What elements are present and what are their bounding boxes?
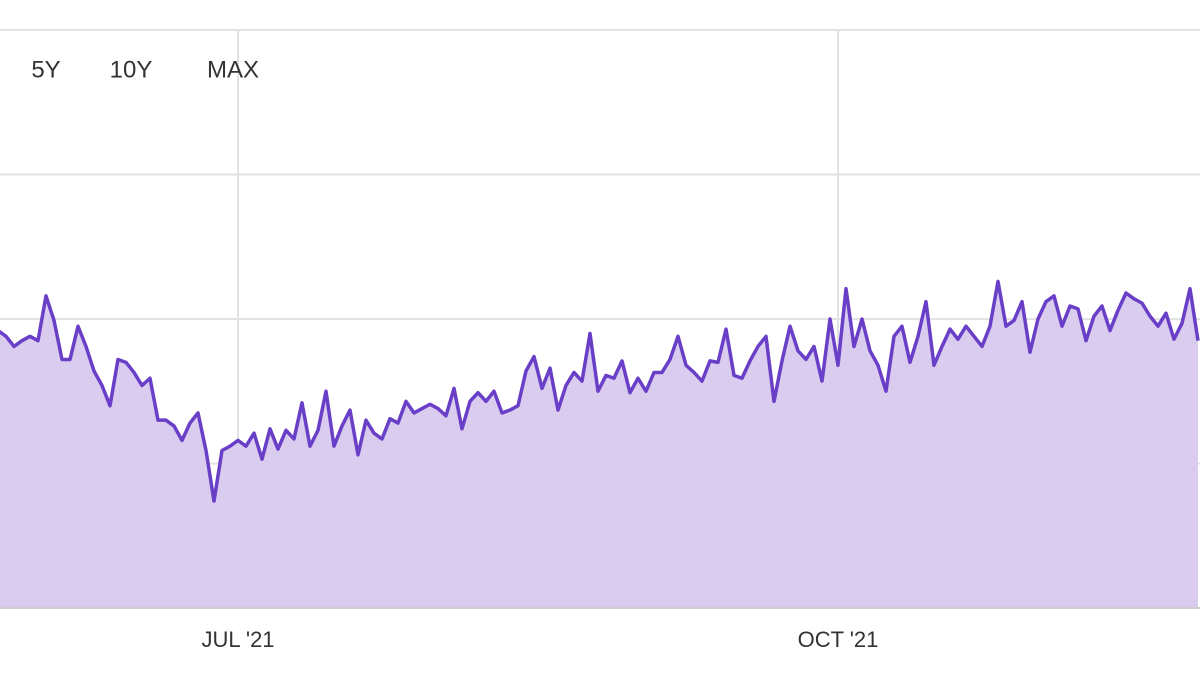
area [0, 281, 1198, 608]
range-button[interactable]: 10Y [110, 56, 153, 83]
range-selector: 5Y 10Y MAX [31, 56, 259, 83]
x-tick-label: JUL '21 [201, 627, 274, 652]
range-button[interactable]: MAX [207, 56, 259, 83]
range-button[interactable]: 5Y [31, 56, 60, 83]
plot [0, 279, 1200, 609]
x-tick-label: OCT '21 [798, 627, 879, 652]
line [0, 279, 1200, 503]
